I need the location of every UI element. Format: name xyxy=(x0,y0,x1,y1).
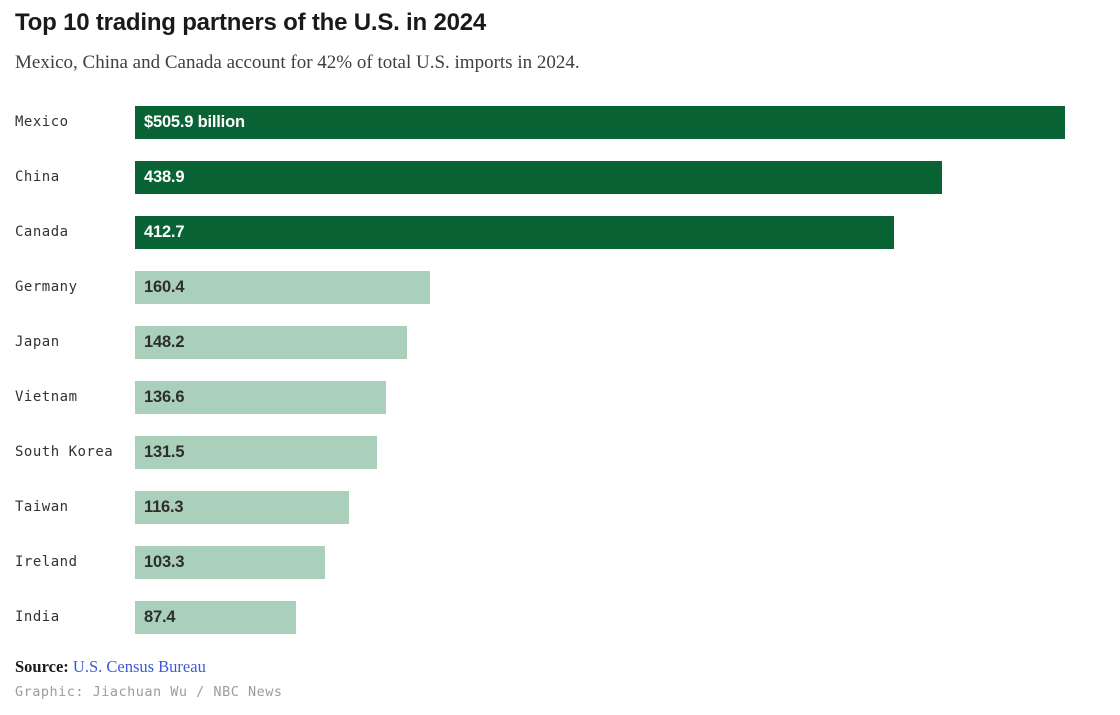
chart-title: Top 10 trading partners of the U.S. in 2… xyxy=(15,9,487,36)
bar-track: 116.3 xyxy=(135,490,1065,524)
credit-line: Graphic: Jiachuan Wu / NBC News xyxy=(15,683,283,700)
chart-row: Vietnam 136.6 xyxy=(15,380,1065,414)
chart-row: Canada 412.7 xyxy=(15,215,1065,249)
bar-track: 160.4 xyxy=(135,270,1065,304)
bar-south-korea: 131.5 xyxy=(135,435,377,469)
category-label: South Korea xyxy=(15,444,114,461)
bar-track: 131.5 xyxy=(135,435,1065,469)
source-link[interactable]: U.S. Census Bureau xyxy=(72,656,206,676)
chart-row: Germany 160.4 xyxy=(15,270,1065,304)
bar-china: 438.9 xyxy=(135,160,942,194)
bar-track: 103.3 xyxy=(135,545,1065,579)
bar-chart: Mexico $505.9 billion China 438.9 Canada 412.… xyxy=(15,105,1065,634)
bar-track: 87.4 xyxy=(135,600,1065,634)
bar-india: 87.4 xyxy=(135,600,296,634)
bar-germany: 160.4 xyxy=(135,270,430,304)
chart-row: South Korea 131.5 xyxy=(15,435,1065,469)
bar-value-label: 412.7 xyxy=(144,222,185,241)
bar-value-label: 131.5 xyxy=(144,442,185,461)
bar-value-label: 136.6 xyxy=(144,387,185,406)
bar-track: 136.6 xyxy=(135,380,1065,414)
source-label: Source: xyxy=(15,656,69,676)
category-label: Canada xyxy=(15,224,69,241)
bar-value-label: 148.2 xyxy=(144,332,185,351)
category-label: Ireland xyxy=(15,554,78,571)
bar-track: 148.2 xyxy=(135,325,1065,359)
bar-value-label: 87.4 xyxy=(144,607,176,626)
bar-canada: 412.7 xyxy=(135,215,894,249)
chart-row: Taiwan 116.3 xyxy=(15,490,1065,524)
bar-track: 412.7 xyxy=(135,215,1065,249)
bar-track: 438.9 xyxy=(135,160,1065,194)
category-label: Taiwan xyxy=(15,499,69,516)
category-label: Japan xyxy=(15,334,60,351)
bar-japan: 148.2 xyxy=(135,325,408,359)
bar-value-label: 438.9 xyxy=(144,167,185,186)
source-line: Source: U.S. Census Bureau xyxy=(15,657,1065,677)
bar-track: $505.9 billion xyxy=(135,105,1065,139)
chart-footer: Source: U.S. Census Bureau Graphic: Jiac… xyxy=(15,657,1065,700)
bar-value-label: 160.4 xyxy=(144,277,185,296)
bar-ireland: 103.3 xyxy=(135,545,325,579)
category-label: Germany xyxy=(15,279,78,296)
chart-row: Japan 148.2 xyxy=(15,325,1065,359)
category-label: China xyxy=(15,169,60,186)
bar-value-label: 103.3 xyxy=(144,552,185,571)
chart-row: China 438.9 xyxy=(15,160,1065,194)
bar-taiwan: 116.3 xyxy=(135,490,349,524)
chart-row: Mexico $505.9 billion xyxy=(15,105,1065,139)
chart-row: Ireland 103.3 xyxy=(15,545,1065,579)
bar-vietnam: 136.6 xyxy=(135,380,387,414)
category-label: Mexico xyxy=(15,114,69,131)
chart-row: India 87.4 xyxy=(15,600,1065,634)
chart-subtitle: Mexico, China and Canada account for 42%… xyxy=(15,52,580,73)
bar-mexico: $505.9 billion xyxy=(135,105,1065,139)
bar-value-label: $505.9 billion xyxy=(144,112,245,131)
bar-value-label: 116.3 xyxy=(144,497,184,516)
category-label: Vietnam xyxy=(15,389,78,406)
category-label: India xyxy=(15,609,60,626)
